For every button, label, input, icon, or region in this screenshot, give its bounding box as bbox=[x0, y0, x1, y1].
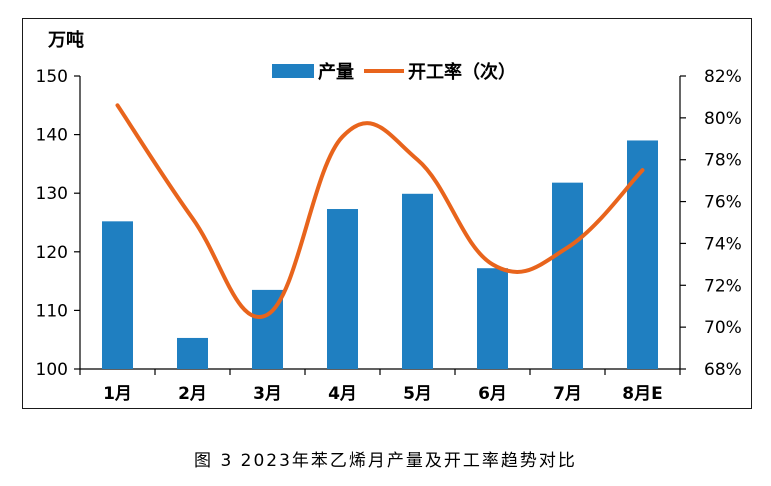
y-right-tick-label: 74% bbox=[704, 234, 742, 254]
y-right-tick-label: 82% bbox=[704, 67, 742, 87]
y-left-tick-label: 120 bbox=[36, 243, 68, 263]
y-right-tick-label: 68% bbox=[704, 360, 742, 380]
x-tick-label: 5月 bbox=[403, 384, 432, 404]
x-tick-label: 6月 bbox=[478, 384, 507, 404]
y-left-unit-label: 万吨 bbox=[47, 29, 84, 51]
y-left-tick-label: 140 bbox=[36, 126, 68, 146]
x-tick-label: 3月 bbox=[253, 384, 282, 404]
chart-frame bbox=[22, 18, 752, 409]
y-right-tick-label: 80% bbox=[704, 109, 742, 129]
y-left-tick-label: 150 bbox=[36, 67, 68, 87]
bar-production bbox=[177, 337, 208, 369]
legend-label-utilization-rate: 开工率（次） bbox=[408, 61, 516, 83]
x-tick-label: 4月 bbox=[328, 384, 357, 404]
x-tick-label: 1月 bbox=[103, 384, 132, 404]
x-tick-label: 8月E bbox=[622, 384, 662, 404]
y-right-tick-label: 78% bbox=[704, 151, 742, 171]
bar-production bbox=[477, 268, 508, 369]
y-left-tick-label: 100 bbox=[36, 360, 68, 380]
legend: 产量 开工率（次） bbox=[272, 61, 516, 83]
bar-production bbox=[102, 221, 133, 369]
x-tick-label: 7月 bbox=[553, 384, 582, 404]
x-tick-label: 2月 bbox=[178, 384, 207, 404]
y-right-tick-label: 72% bbox=[704, 276, 742, 296]
y-left-tick-label: 130 bbox=[36, 184, 68, 204]
bar-production bbox=[327, 209, 358, 369]
y-right-tick-label: 76% bbox=[704, 193, 742, 213]
y-left-tick-label: 110 bbox=[36, 301, 68, 321]
bar-production bbox=[627, 140, 658, 369]
line-utilization-rate bbox=[115, 103, 645, 319]
bar-production bbox=[552, 182, 583, 369]
legend-label-production: 产量 bbox=[318, 61, 354, 83]
legend-swatch-production bbox=[272, 64, 314, 78]
bar-production bbox=[402, 193, 433, 369]
y-right-tick-label: 70% bbox=[704, 318, 742, 338]
figure-caption: 图 3 2023年苯乙烯月产量及开工率趋势对比 bbox=[194, 451, 577, 471]
